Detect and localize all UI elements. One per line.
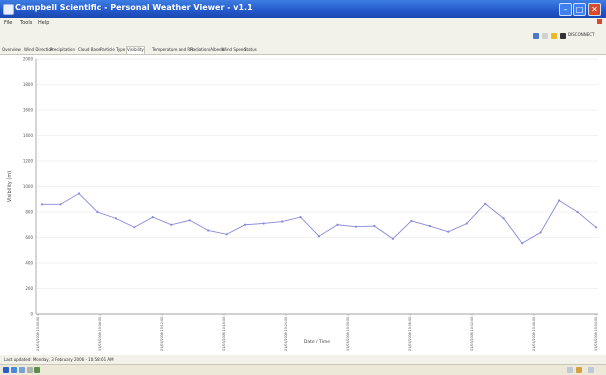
data-point — [502, 217, 505, 220]
tray-volume-icon — [576, 367, 582, 373]
data-point — [391, 237, 394, 240]
data-point — [151, 216, 154, 219]
visibility-chart: 0 200 400 600 800 1000 1200 1400 1600 1800 2000 Vis… — [7, 57, 598, 351]
data-point — [317, 235, 321, 238]
data-point — [373, 224, 376, 228]
menu-bar: File Tools Help — [0, 18, 606, 29]
maximize-button[interactable]: □ — [573, 3, 586, 16]
tray-network-icon — [567, 367, 573, 373]
tab-visibility[interactable]: Visibility — [126, 46, 145, 54]
data-point — [410, 219, 413, 223]
start-icon[interactable] — [3, 367, 9, 373]
status-text: Last updated: Monday, 3 February 2006 - … — [4, 357, 114, 362]
data-point — [594, 226, 598, 229]
data-point — [521, 242, 524, 245]
toolbar: DISCONNECT — [0, 29, 606, 46]
quicklaunch-icon[interactable] — [27, 367, 33, 373]
status-bar: Last updated: Monday, 3 February 2006 - … — [0, 355, 606, 364]
taskbar — [0, 364, 606, 375]
x-tick-label: 01/03/2006 10:18:00 — [222, 317, 226, 351]
data-point — [262, 222, 265, 225]
title-bar: Campbell Scientific - Personal Weather V… — [0, 0, 606, 18]
menu-tools[interactable]: Tools — [20, 20, 33, 26]
tab-status[interactable]: Status — [244, 47, 257, 52]
close-doc-icon[interactable] — [597, 19, 602, 24]
y-tick-label: 2000 — [23, 57, 34, 62]
desktop-icon[interactable] — [11, 367, 17, 373]
tab-overview[interactable]: Overview — [2, 47, 21, 52]
menu-help[interactable]: Help — [38, 20, 50, 26]
data-point — [428, 224, 431, 228]
y-tick-label: 600 — [25, 235, 33, 240]
data-point — [133, 226, 136, 229]
tab-radiation-albedo[interactable]: Radiation/Albedo — [190, 47, 225, 52]
data-point — [244, 223, 247, 226]
data-point — [207, 229, 210, 232]
x-tick-label: 01/03/2006 10:54:00 — [594, 317, 598, 351]
x-tick-label: 01/03/2006 10:06:00 — [98, 317, 102, 351]
connect-icon[interactable] — [533, 33, 539, 39]
data-point — [484, 202, 487, 205]
data-point — [557, 199, 561, 202]
tab-wind-direction[interactable]: Wind Direction — [24, 47, 54, 52]
y-axis-label: Visibility (m) — [7, 171, 13, 202]
data-point — [59, 203, 62, 206]
data-point — [77, 192, 81, 195]
y-tick-label: 1200 — [23, 159, 34, 164]
data-point — [170, 223, 173, 226]
data-point — [576, 210, 579, 214]
stop-icon[interactable] — [560, 33, 566, 39]
data-point — [336, 223, 339, 226]
y-tick-label: 1800 — [23, 82, 34, 87]
data-point — [447, 230, 450, 233]
y-tick-label: 400 — [25, 261, 33, 266]
x-axis-label: Date / Time — [304, 339, 330, 345]
data-point — [354, 225, 358, 228]
tray-clock-icon — [588, 367, 594, 373]
y-tick-label: 200 — [25, 286, 33, 291]
y-tick-label: 800 — [25, 210, 33, 215]
minimize-button[interactable]: – — [559, 3, 572, 16]
alert-icon[interactable] — [551, 33, 557, 39]
x-tick-label: 01/03/2006 10:00:00 — [36, 317, 40, 351]
window-title: Campbell Scientific - Personal Weather V… — [15, 3, 253, 12]
tab-precipitation[interactable]: Precipitation — [50, 47, 76, 52]
tab-temperature-rh[interactable]: Temperature and RH — [152, 47, 194, 52]
menu-file[interactable]: File — [4, 20, 13, 26]
data-point — [299, 216, 302, 219]
y-tick-label: 1000 — [23, 184, 34, 189]
x-tick-label: 01/03/2006 10:24:00 — [284, 317, 288, 351]
tab-particle-type[interactable]: Particle Type — [100, 47, 126, 52]
y-tick-label: 1400 — [23, 133, 34, 138]
tab-cloud-base[interactable]: Cloud Base — [78, 47, 101, 52]
data-point — [225, 233, 228, 236]
disconnect-button[interactable]: DISCONNECT — [568, 32, 595, 37]
settings-icon[interactable] — [542, 33, 548, 39]
tab-strip: Overview Wind Direction Precipitation Cl… — [0, 46, 606, 55]
x-tick-label: 01/03/2006 10:36:00 — [408, 317, 412, 351]
x-tick-label: 01/03/2006 10:12:00 — [160, 317, 164, 351]
data-point — [539, 231, 542, 234]
x-tick-label: 01/03/2006 10:42:00 — [470, 317, 474, 351]
app-task-icon[interactable] — [34, 367, 40, 373]
tab-wind-speed[interactable]: Wind Speed — [222, 47, 246, 52]
chart-panel: 0 200 400 600 800 1000 1200 1400 1600 1800 2000 Vis… — [0, 55, 606, 355]
y-tick-label: 1600 — [23, 108, 34, 113]
x-tick-label: 01/03/2006 10:48:00 — [532, 317, 536, 351]
data-point — [188, 219, 191, 222]
explorer-icon[interactable] — [19, 367, 25, 373]
x-tick-label: 01/03/2006 10:30:00 — [346, 317, 350, 351]
close-button[interactable]: ✕ — [588, 3, 601, 16]
data-point — [465, 222, 468, 225]
y-tick-label: 0 — [30, 312, 33, 317]
app-icon — [3, 4, 14, 15]
data-point — [40, 203, 44, 206]
data-point — [96, 210, 99, 214]
data-point — [114, 217, 117, 220]
data-point — [280, 220, 284, 223]
